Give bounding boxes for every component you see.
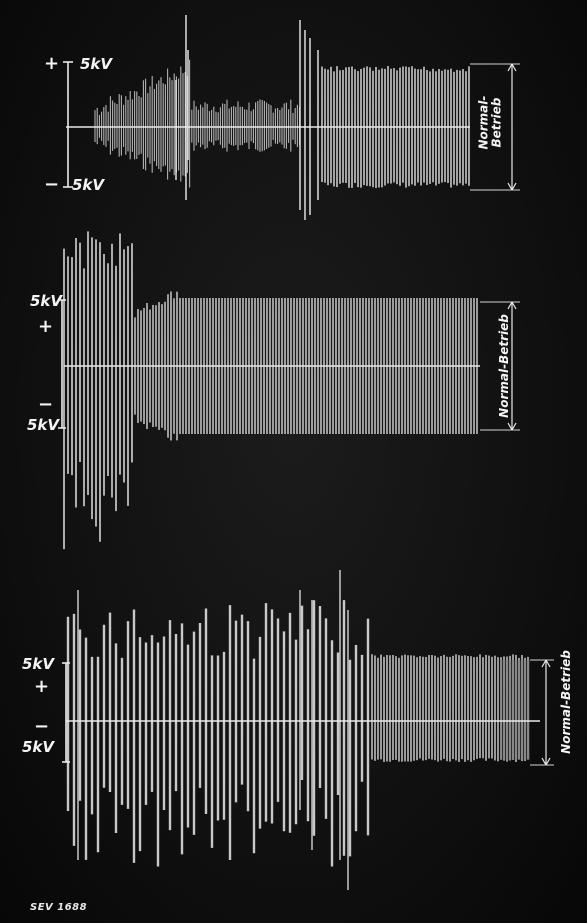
- arrow-head: [511, 182, 517, 191]
- top-voltage-label: 5kV: [80, 55, 113, 73]
- burn-mark: [500, 660, 530, 760]
- arrow-head: [511, 63, 517, 72]
- normal-operation-label: Normal-Betrieb: [558, 650, 573, 754]
- arrow-head: [511, 422, 517, 431]
- normal-operation-label: Normal-Betrieb: [496, 314, 511, 418]
- bottom-voltage-label: 5kV: [27, 416, 60, 434]
- plate-caption: SEV 1688: [30, 902, 88, 913]
- oscillogram-2-traces: [58, 231, 520, 550]
- arrow-head: [541, 659, 547, 668]
- oscillogram-1: + 5kV − 5kV Normal- Betrieb: [0, 0, 587, 230]
- minus-sign: −: [44, 174, 60, 195]
- plus-sign: +: [44, 53, 60, 74]
- minus-sign: −: [34, 716, 50, 737]
- oscillogram-3-traces: [62, 570, 554, 890]
- bottom-voltage-label: 5kV: [22, 738, 55, 756]
- normal-label-text: Normal-Betrieb: [558, 650, 573, 754]
- top-voltage-label: 5kV: [30, 292, 63, 310]
- normal-label-text: Normal-Betrieb: [496, 314, 511, 418]
- arrow-head: [545, 659, 551, 668]
- oscillogram-3: 5kV + − 5kV Normal-Betrieb: [0, 560, 587, 900]
- arrow-head: [511, 301, 517, 310]
- plus-sign: +: [38, 316, 54, 337]
- arrow-head: [507, 63, 513, 72]
- top-voltage-label: 5kV: [22, 655, 55, 673]
- arrow-head: [507, 422, 513, 431]
- arrow-head: [507, 182, 513, 191]
- plus-sign: +: [34, 676, 50, 697]
- arrow-head: [545, 757, 551, 766]
- arrow-head: [541, 757, 547, 766]
- normal-label-line-2: Betrieb: [489, 97, 503, 148]
- arrow-head: [507, 301, 513, 310]
- normal-operation-label: Normal- Betrieb: [476, 63, 503, 183]
- oscillogram-1-traces: [63, 15, 520, 220]
- oscillogram-2: 5kV + − 5kV Normal-Betrieb: [0, 230, 587, 560]
- bottom-voltage-label: 5kV: [72, 176, 105, 194]
- minus-sign: −: [38, 394, 54, 415]
